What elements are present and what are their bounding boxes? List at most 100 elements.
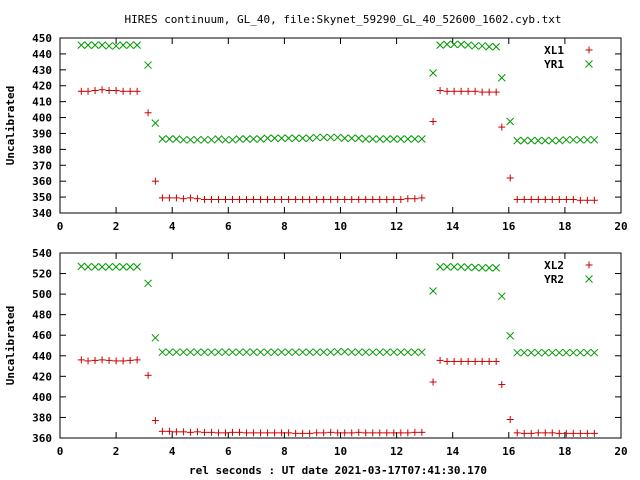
data-point (555, 429, 563, 437)
data-point (126, 356, 134, 364)
data-point (576, 429, 584, 437)
data-point (590, 348, 599, 357)
data-point (341, 195, 349, 203)
data-point (229, 428, 237, 436)
data-point (347, 348, 356, 357)
data-point (91, 87, 99, 94)
data-point (411, 428, 419, 436)
y-tick-label: 380 (32, 143, 52, 156)
data-point (492, 42, 501, 51)
y-tick-label: 440 (32, 350, 52, 363)
y-tick-label: 420 (32, 370, 52, 383)
data-point (179, 428, 187, 436)
data-point (292, 429, 300, 437)
legend-label: XL2 (544, 259, 564, 272)
data-point (333, 133, 342, 142)
data-point (172, 194, 180, 202)
data-point (77, 87, 85, 95)
data-point (105, 42, 113, 50)
data-point (355, 195, 363, 203)
panel-2: 360 380 400 420 440 460 480 500 520 540 0 2 4 6 8 10 12 1… (4, 247, 628, 458)
y-tick-label: 520 (32, 268, 52, 281)
data-point (492, 264, 501, 272)
data-point (151, 119, 160, 127)
data-point (126, 87, 134, 95)
data-point (389, 135, 398, 143)
data-point (119, 263, 127, 271)
data-point (98, 41, 106, 50)
data-point (498, 123, 506, 131)
data-point (77, 356, 85, 364)
data-point (91, 263, 99, 271)
data-point (404, 429, 412, 437)
x-tick-label: 8 (281, 220, 288, 233)
data-point (436, 41, 444, 50)
data-point (450, 40, 458, 49)
data-point (250, 195, 258, 203)
data-point (214, 348, 223, 357)
x-tick-label: 2 (113, 445, 120, 458)
data-point (362, 429, 370, 437)
data-point (299, 429, 307, 437)
data-point (492, 88, 500, 96)
data-point (583, 196, 591, 204)
data-point (368, 348, 377, 357)
data-point (397, 429, 405, 437)
data-point (284, 348, 293, 357)
data-point (429, 118, 437, 126)
data-point (376, 429, 384, 437)
data-point (77, 41, 86, 50)
data-point (534, 429, 542, 437)
data-point (144, 109, 152, 117)
data-point (383, 195, 391, 203)
data-point (513, 429, 521, 437)
data-point (298, 348, 307, 357)
data-point (112, 263, 120, 271)
data-point (235, 348, 244, 357)
data-point (193, 428, 201, 436)
data-point (471, 357, 479, 365)
data-point (555, 195, 563, 203)
y-tick-label: 350 (32, 191, 52, 204)
data-point (236, 428, 244, 436)
data-point (257, 429, 265, 437)
x-tick-label: 4 (169, 445, 176, 458)
data-point (471, 263, 479, 272)
data-point (305, 134, 314, 143)
data-point (277, 348, 286, 357)
x-tick-label: 6 (225, 445, 232, 458)
data-point (354, 134, 363, 143)
legend-marker (585, 60, 593, 68)
legend-label: XL1 (544, 44, 564, 57)
data-point (144, 61, 152, 69)
data-point (464, 41, 472, 50)
data-point (361, 135, 370, 143)
legend-label: YR2 (544, 273, 564, 286)
data-point (471, 42, 479, 50)
data-point (144, 371, 152, 379)
y-axis-label: Uncalibrated (4, 306, 17, 385)
data-point (105, 263, 113, 271)
data-point (541, 429, 549, 437)
data-point (418, 194, 426, 202)
x-tick-label: 18 (558, 220, 571, 233)
data-point (285, 429, 293, 437)
data-point (348, 195, 356, 203)
y-tick-label: 390 (32, 127, 52, 140)
y-tick-label: 460 (32, 329, 52, 342)
data-point (91, 41, 99, 50)
data-point (417, 348, 426, 357)
data-point (457, 357, 465, 365)
data-point (520, 348, 529, 357)
data-point (179, 348, 188, 357)
data-point (263, 348, 272, 357)
data-point (341, 429, 349, 437)
data-point (271, 195, 279, 203)
data-point (158, 135, 167, 143)
y-tick-label: 340 (32, 207, 52, 220)
data-point (313, 429, 321, 437)
data-point (527, 348, 536, 357)
data-point (105, 87, 113, 94)
